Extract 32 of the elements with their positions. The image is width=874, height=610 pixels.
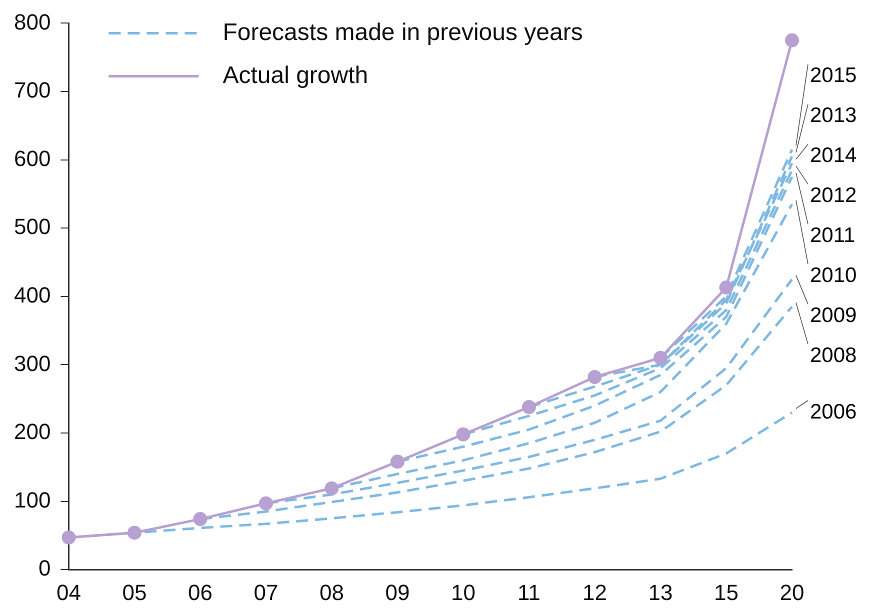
y-tick-label: 100 [14,487,51,512]
x-tick-label: 11 [518,580,540,605]
x-tick-label: 08 [319,580,344,605]
series-label: 2012 [810,184,857,207]
x-tick-label: 20 [780,580,804,605]
x-tick-label: 15 [714,580,738,605]
series-label: 2008 [810,344,857,367]
x-tick-label: 09 [385,580,410,605]
y-tick-label: 700 [14,78,51,103]
x-tick-label: 06 [188,580,212,605]
text: 2010 [810,264,857,287]
x-tick-label: 10 [450,580,476,605]
y-tick-label: 400 [14,282,51,308]
x-tick-label: 05 [122,580,147,605]
annotation: Forecasts made in previous years [222,18,583,46]
y-tick-label: 200 [14,419,51,444]
series-label: 2011 [810,224,856,247]
x-tick-label: 12 [582,580,607,605]
y-tick-label: 800 [14,9,51,34]
legend-label: Actual growth [222,62,368,89]
x-tick-label: 13 [648,580,673,605]
text: 2015 [810,64,857,87]
series-label: 2009 [810,304,857,327]
series-label: 2006 [810,400,857,424]
series-label: 2013 [810,104,857,127]
x-tick-label: 07 [254,580,278,605]
y-tick-label: 0 [38,556,51,581]
y-tick-label: 600 [14,146,51,171]
x-tick-label: 04 [56,580,81,605]
series-label: 2014 [810,144,858,167]
y-tick-label: 300 [14,350,51,376]
y-tick-label: 500 [14,214,51,240]
